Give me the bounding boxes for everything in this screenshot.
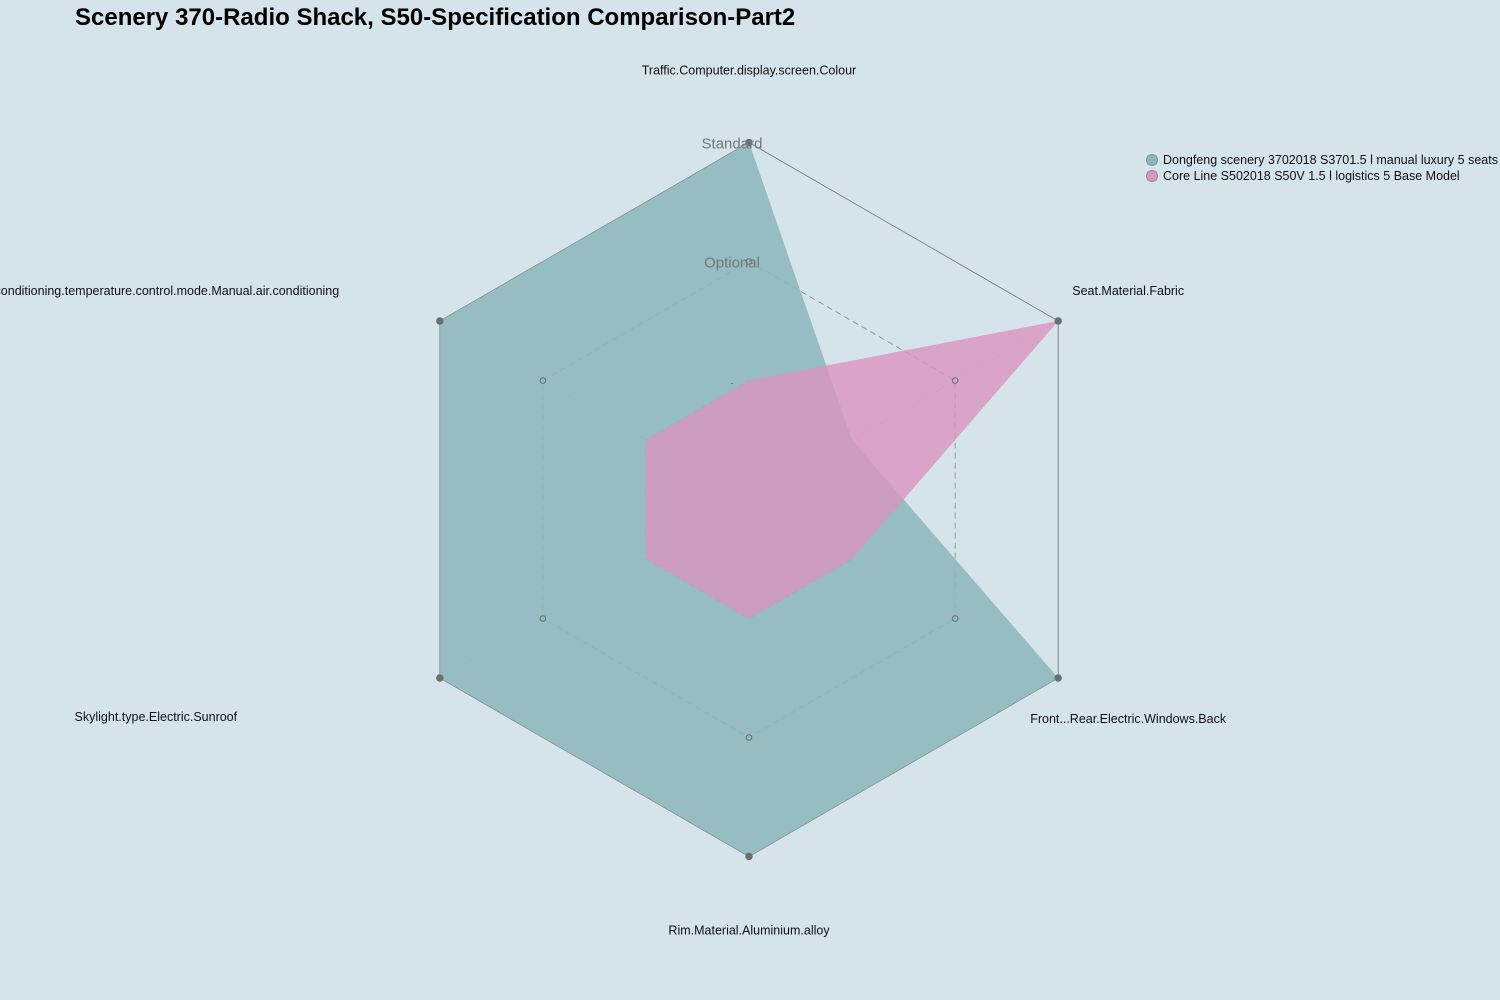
legend-label: Dongfeng scenery 3702018 S3701.5 l manua… xyxy=(1163,153,1498,167)
axis-label: Air.conditioning.temperature.control.mod… xyxy=(0,284,339,298)
grid-vertex-marker xyxy=(539,377,547,384)
level-label: Optional xyxy=(704,255,760,272)
radar-labels: - Optional Standard Traffic.Computer.displa… xyxy=(0,64,1227,938)
grid-vertex-marker xyxy=(745,852,753,861)
legend-item: Dongfeng scenery 3702018 S3701.5 l manua… xyxy=(1146,152,1500,168)
legend-swatch xyxy=(1146,170,1158,182)
grid-vertex-marker xyxy=(951,615,959,622)
legend-label: Core Line S502018 S50V 1.5 l logistics 5… xyxy=(1163,169,1460,183)
axis-label: Rim.Material.Aluminium.alloy xyxy=(668,924,830,938)
grid-vertex-marker xyxy=(539,615,547,622)
legend-item: Core Line S502018 S50V 1.5 l logistics 5… xyxy=(1146,168,1500,184)
grid-vertex-markers xyxy=(436,138,1062,861)
series-area-2 xyxy=(645,321,1059,619)
grid-vertex-marker xyxy=(745,734,753,741)
axis-label: Seat.Material.Fabric xyxy=(1072,284,1184,298)
legend-swatch xyxy=(1146,154,1158,166)
grid-vertex-marker xyxy=(745,138,753,147)
grid-vertex-marker xyxy=(745,258,753,265)
axis-label: Traffic.Computer.display.screen.Colour xyxy=(642,64,856,78)
radar-series xyxy=(439,142,1059,857)
axis-label: Front...Rear.Electric.Windows.Back xyxy=(1030,712,1227,726)
grid-vertex-marker xyxy=(1054,674,1062,682)
level-label: - xyxy=(730,378,734,390)
level-label: Standard xyxy=(702,136,763,153)
grid-vertex-marker xyxy=(1054,317,1062,325)
grid-vertex-marker xyxy=(436,674,444,682)
axis-label: Skylight.type.Electric.Sunroof xyxy=(75,710,238,724)
chart-title: Scenery 370-Radio Shack, S50-Specificati… xyxy=(75,4,796,31)
grid-vertex-marker xyxy=(436,317,444,325)
legend: Dongfeng scenery 3702018 S3701.5 l manua… xyxy=(1146,152,1500,184)
grid-vertex-marker xyxy=(951,377,959,384)
